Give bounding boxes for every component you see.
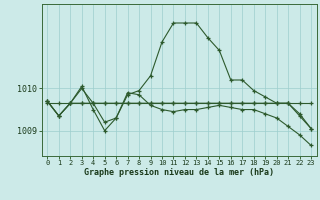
- X-axis label: Graphe pression niveau de la mer (hPa): Graphe pression niveau de la mer (hPa): [84, 168, 274, 177]
